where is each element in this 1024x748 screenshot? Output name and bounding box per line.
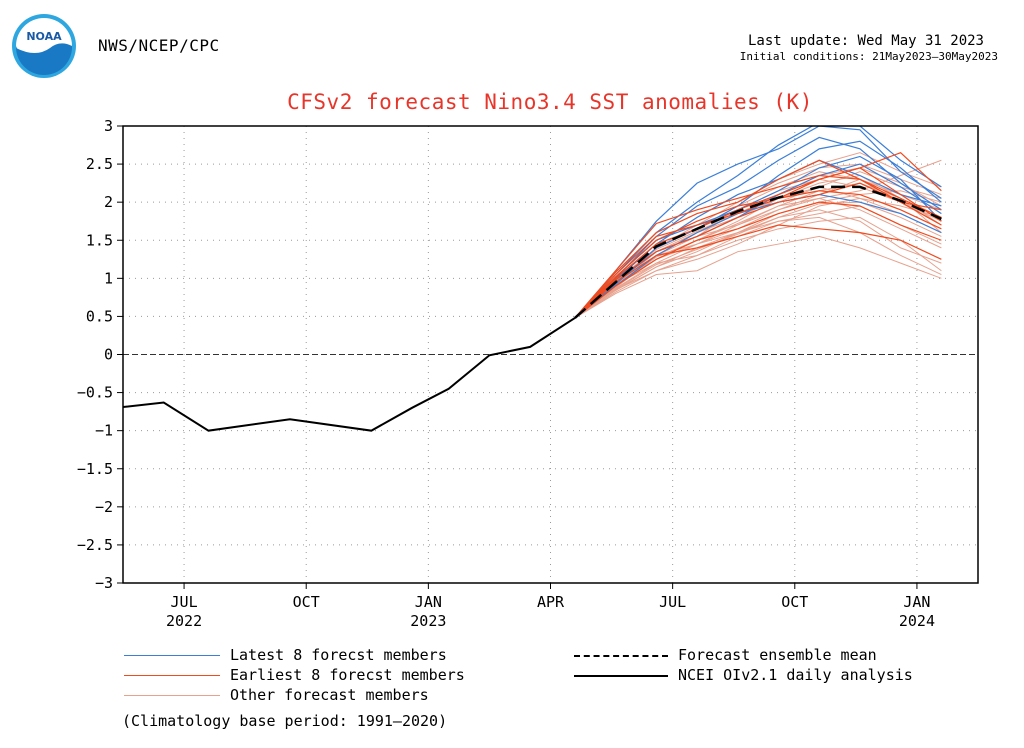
y-tick-label: 1.5	[86, 231, 113, 249]
plot-frame	[122, 125, 979, 584]
legend-label-mean: Forecast ensemble mean	[678, 646, 877, 664]
other-member-line	[574, 209, 942, 319]
x-tick-year-label: 2023	[410, 612, 446, 630]
earliest-member-line	[574, 174, 942, 319]
latest-member-line	[574, 193, 942, 319]
legend-swatch-latest	[124, 655, 220, 656]
legend-label-latest: Latest 8 forecst members	[230, 646, 447, 664]
legend-label-earliest: Earliest 8 forecst members	[230, 666, 465, 684]
latest-member-line	[574, 136, 942, 319]
legend-swatch-earliest	[124, 675, 220, 676]
earliest-member-line	[574, 159, 942, 319]
y-tick-label: 2	[104, 193, 113, 211]
other-member-line	[574, 235, 942, 319]
x-tick-year-label: 2024	[899, 612, 935, 630]
y-tick-label: 0	[104, 346, 113, 364]
x-tick-label: JUL	[659, 593, 686, 611]
y-tick-label: −2.5	[77, 536, 113, 554]
x-tick-label: JAN	[415, 593, 442, 611]
y-tick-label: −1	[95, 422, 113, 440]
x-tick-label: APR	[537, 593, 565, 611]
latest-member-line	[574, 126, 942, 319]
legend-swatch-other	[124, 695, 220, 696]
logo-text: NOAA	[26, 30, 62, 43]
other-member-line	[574, 197, 942, 319]
y-tick-label: −3	[95, 574, 113, 592]
x-tick-label: JUL	[171, 593, 198, 611]
y-tick-label: 0.5	[86, 307, 113, 325]
y-tick-label: −1.5	[77, 460, 113, 478]
ensemble-mean-line	[574, 185, 942, 319]
earliest-member-line	[574, 190, 942, 319]
latest-member-line	[574, 126, 942, 319]
y-tick-label: −0.5	[77, 384, 113, 402]
earliest-member-line	[574, 167, 942, 319]
x-tick-year-label: 2022	[166, 612, 202, 630]
y-tick-label: 2.5	[86, 155, 113, 173]
analysis-line	[123, 317, 576, 432]
legend-label-analysis: NCEI OIv2.1 daily analysis	[678, 666, 913, 684]
other-member-line	[574, 216, 942, 319]
chart-title: CFSv2 forecast Nino3.4 SST anomalies (K)	[287, 90, 813, 114]
y-tick-label: 1	[104, 269, 113, 287]
legend-swatch-analysis	[574, 675, 668, 677]
noaa-logo: NOAA	[12, 14, 76, 78]
last-update: Last update: Wed May 31 2023	[747, 33, 984, 49]
earliest-member-line	[574, 224, 942, 319]
other-member-line	[574, 201, 942, 319]
x-tick-label: OCT	[293, 593, 320, 611]
y-tick-label: −2	[95, 498, 113, 516]
y-tick-label: 3	[104, 117, 113, 135]
earliest-member-line	[574, 201, 942, 319]
other-member-line	[574, 159, 942, 319]
initial-conditions: Initial conditions: 21May2023–30May2023	[739, 50, 998, 63]
x-tick-label: JAN	[903, 593, 930, 611]
agency-label: NWS/NCEP/CPC	[98, 36, 220, 55]
legend-label-other: Other forecast members	[230, 686, 429, 704]
x-tick-label: OCT	[781, 593, 808, 611]
legend-swatch-mean	[574, 655, 668, 657]
climatology-note: (Climatology base period: 1991–2020)	[122, 712, 448, 730]
other-member-line	[574, 178, 942, 319]
latest-member-line	[574, 140, 942, 319]
